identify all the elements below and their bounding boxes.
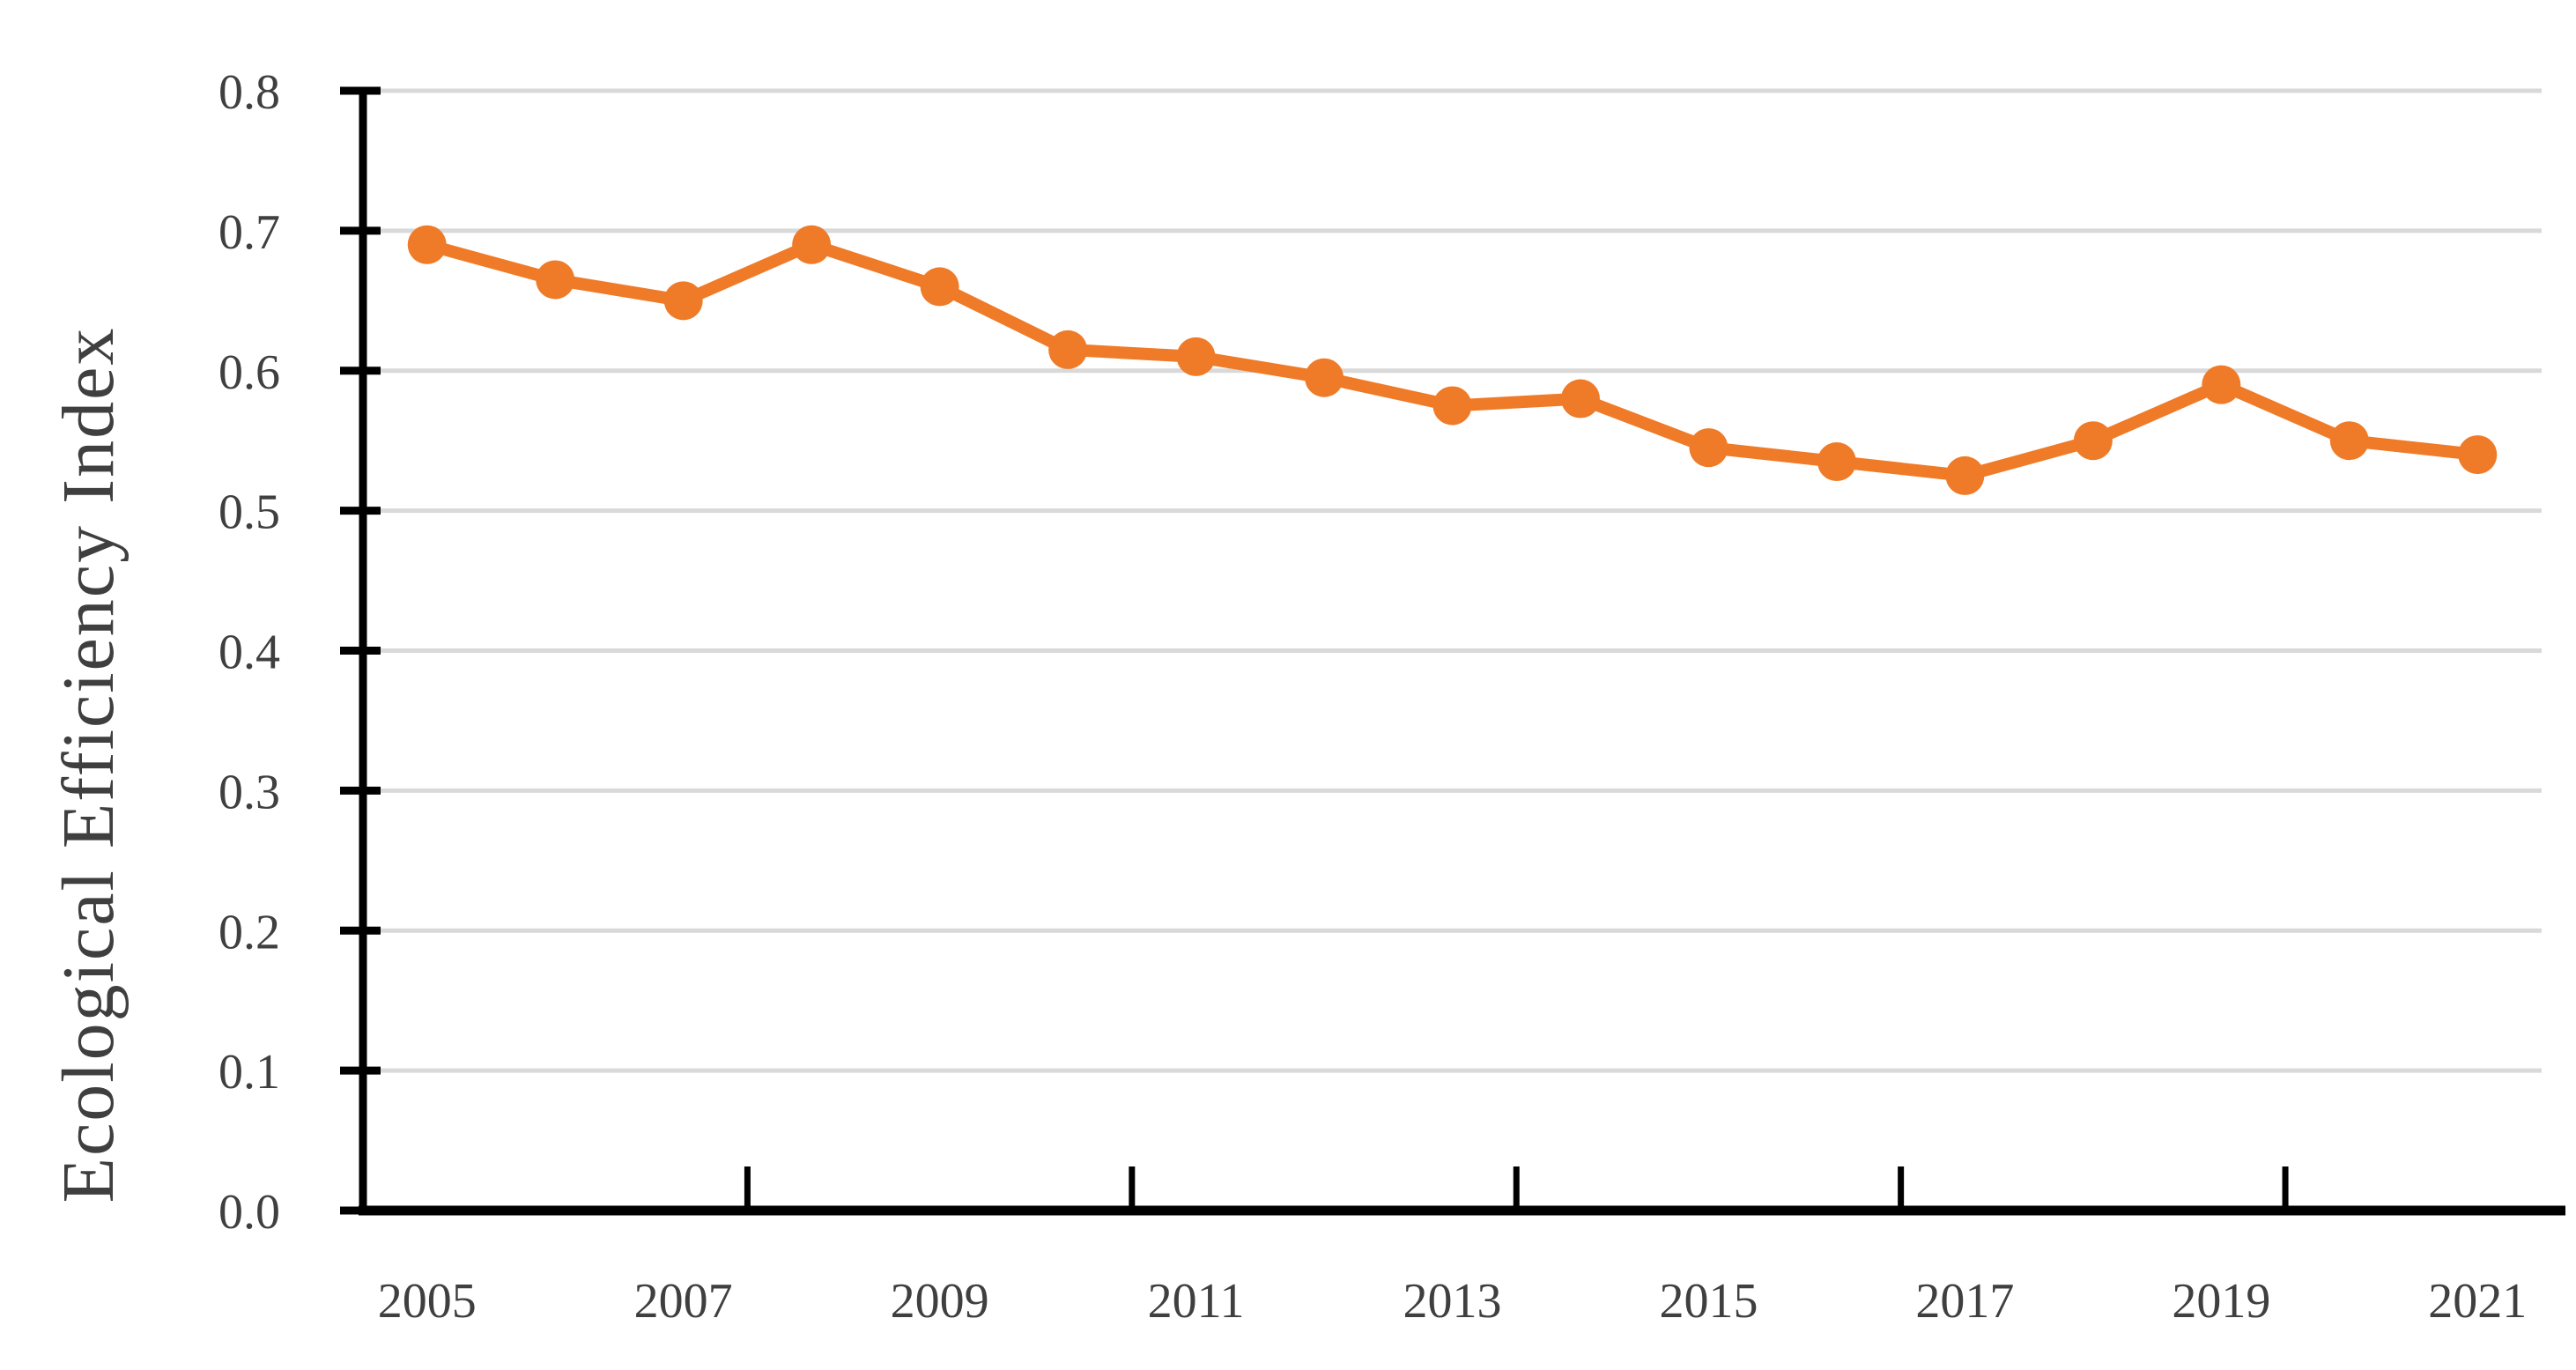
data-point-2010 (1048, 330, 1088, 369)
y-tick-label: 0.2 (218, 905, 280, 959)
y-tick-label: 0.7 (218, 205, 280, 260)
series-layer (407, 225, 2498, 495)
y-tick-label: 0.3 (218, 765, 280, 819)
y-tick-label: 0.6 (218, 345, 280, 400)
gridlines-layer (363, 88, 2542, 1073)
data-point-2020 (2329, 421, 2369, 461)
y-tick-label: 0.1 (218, 1045, 280, 1100)
y-tick-label: 0.0 (218, 1185, 280, 1240)
data-point-2007 (663, 281, 703, 321)
axis-labels-layer: 0.0 0.1 0.2 0.3 0.4 0.5 0.6 0.7 0.8 2005 2007 2009 2… (48, 65, 2527, 1329)
x-tick-label: 2005 (378, 1274, 477, 1329)
data-point-2016 (1817, 442, 1856, 482)
x-tick-label: 2009 (891, 1274, 989, 1329)
data-point-2009 (920, 267, 959, 307)
data-point-2006 (536, 260, 575, 300)
x-tick-label: 2007 (634, 1274, 733, 1329)
y-tick-label: 0.8 (218, 65, 280, 120)
series-line (420, 238, 2484, 482)
axes-layer (340, 86, 2565, 1216)
data-point-2005 (407, 225, 447, 264)
data-point-2011 (1176, 337, 1216, 376)
data-point-2018 (2073, 421, 2113, 461)
y-axis-title: Ecological Efficiency Index (48, 327, 130, 1203)
data-point-2014 (1560, 379, 1600, 418)
data-point-2017 (1945, 455, 1985, 495)
x-tick-label: 2011 (1148, 1274, 1245, 1329)
data-point-2021 (2458, 435, 2498, 475)
data-point-2012 (1305, 358, 1344, 397)
x-tick-label: 2015 (1659, 1274, 1758, 1329)
x-tick-label: 2019 (2172, 1274, 2270, 1329)
data-point-2015 (1689, 428, 1728, 468)
y-tick-label: 0.5 (218, 485, 280, 540)
data-point-2013 (1432, 386, 1472, 426)
x-tick-label: 2021 (2428, 1274, 2527, 1329)
x-tick-label: 2013 (1403, 1274, 1502, 1329)
data-point-2008 (792, 225, 832, 264)
y-tick-label: 0.4 (218, 626, 280, 680)
x-tick-label: 2017 (1915, 1274, 2014, 1329)
data-point-2019 (2202, 365, 2241, 404)
